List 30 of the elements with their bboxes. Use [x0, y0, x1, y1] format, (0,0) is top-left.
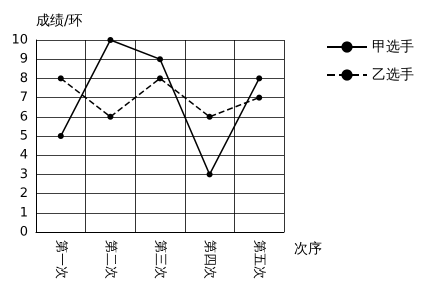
y-tick-label: 1 [20, 205, 28, 220]
legend-label: 乙选手 [372, 67, 414, 83]
point [206, 171, 213, 178]
y-tick-label: 3 [20, 166, 28, 182]
y-tick-label: 0 [20, 224, 28, 240]
point [256, 94, 262, 101]
point [256, 75, 262, 82]
y-tick-label: 8 [20, 70, 28, 86]
y-tick-label: 6 [20, 109, 28, 124]
y-tick-label: 10 [11, 32, 28, 48]
x-tick-label: 第三次 [152, 240, 168, 279]
y-tick-label: 9 [20, 52, 28, 67]
y-tick-label: 5 [20, 128, 28, 144]
y-tick-label: 2 [20, 186, 28, 202]
point [157, 56, 163, 62]
point [58, 133, 64, 139]
x-tick-label: 第一次 [53, 240, 68, 279]
y-tick-label: 7 [20, 90, 28, 106]
x-tick-label: 第四次 [202, 240, 218, 279]
x-tick-label: 第二次 [102, 240, 118, 279]
y-axis-title: 成绩/环 [36, 13, 83, 29]
point [107, 37, 114, 43]
point [157, 75, 163, 82]
legend-label: 甲选手 [372, 39, 414, 55]
y-tick-label: 4 [20, 148, 28, 163]
x-tick-label: 第五次 [252, 240, 267, 279]
point [107, 114, 114, 120]
point [206, 114, 213, 120]
x-axis-title: 次序 [294, 241, 322, 257]
point [58, 75, 64, 82]
